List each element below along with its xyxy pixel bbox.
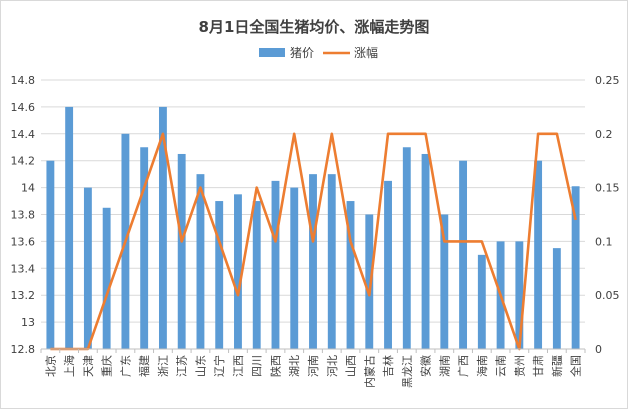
price-bar — [215, 201, 223, 349]
x-tick-label: 全国 — [569, 355, 583, 377]
price-bar — [422, 154, 430, 349]
x-tick-label: 北京 — [43, 355, 57, 377]
price-bar — [328, 174, 336, 349]
price-bar — [272, 181, 280, 349]
x-tick-label: 江西 — [232, 355, 245, 377]
x-tick-label: 湖北 — [288, 355, 301, 377]
x-tick-label: 山东 — [194, 355, 207, 377]
legend-label-change: 涨幅 — [354, 45, 378, 60]
price-bar — [534, 161, 542, 349]
x-tick-label: 天津 — [82, 355, 95, 377]
x-tick-label: 安徽 — [419, 355, 433, 377]
left-tick-label: 13 — [21, 316, 35, 329]
x-tick-label: 贵州 — [513, 355, 526, 377]
x-tick-label: 黑龙江 — [401, 355, 414, 388]
price-bar — [403, 147, 411, 349]
x-tick-label: 河南 — [307, 355, 320, 377]
price-bar — [65, 107, 73, 349]
legend-label-price: 猪价 — [290, 46, 314, 60]
x-tick-label: 浙江 — [157, 355, 170, 377]
chart-title: 8月1日全国生猪均价、涨幅走势图 — [199, 18, 430, 36]
x-tick-label: 河北 — [326, 355, 339, 377]
price-bar — [197, 174, 205, 349]
x-tick-label: 云南 — [495, 355, 508, 377]
x-tick-label: 重庆 — [100, 355, 114, 377]
left-tick-label: 14 — [21, 182, 35, 195]
left-tick-label: 14.4 — [11, 128, 36, 141]
x-tick-label: 陕西 — [268, 355, 282, 377]
left-tick-label: 13.4 — [11, 262, 36, 275]
left-tick-label: 14.2 — [11, 155, 36, 168]
left-tick-label: 13.8 — [11, 209, 36, 222]
price-bar — [103, 208, 111, 349]
price-bars — [46, 107, 579, 349]
x-tick-label: 山西 — [345, 355, 358, 377]
x-tick-label: 辽宁 — [212, 355, 226, 377]
x-tick-label: 福建 — [137, 355, 151, 377]
price-bar — [253, 201, 261, 349]
x-tick-label: 新疆 — [550, 355, 564, 377]
x-axis: 北京上海天津重庆广东福建浙江江苏山东辽宁江西四川陕西湖北河南河北山西内蒙古吉林黑… — [41, 349, 585, 388]
x-tick-label: 上海 — [62, 355, 76, 377]
right-tick-label: 0 — [595, 343, 602, 356]
x-tick-label: 吉林 — [381, 355, 395, 377]
right-tick-label: 0.05 — [595, 289, 620, 302]
legend-swatch-price — [259, 48, 285, 57]
price-bar — [309, 174, 317, 349]
x-tick-label: 四川 — [251, 355, 264, 377]
left-tick-label: 12.8 — [11, 343, 36, 356]
price-bar — [515, 241, 523, 349]
price-bar — [178, 154, 186, 349]
right-tick-label: 0.1 — [595, 235, 613, 248]
left-tick-label: 14.6 — [11, 101, 36, 114]
price-bar — [478, 255, 486, 349]
price-bar — [384, 181, 392, 349]
right-axis: 0 0.05 0.1 0.15 0.2 0.25 — [595, 74, 620, 356]
x-tick-label: 湖南 — [438, 355, 451, 377]
price-bar — [553, 248, 561, 349]
right-tick-label: 0.2 — [595, 128, 613, 141]
left-tick-label: 13.6 — [11, 235, 36, 248]
left-tick-label: 13.2 — [11, 289, 36, 302]
price-bar — [290, 188, 298, 349]
x-tick-label: 海南 — [475, 355, 489, 377]
x-tick-label: 江苏 — [176, 355, 189, 377]
x-tick-label: 甘肃 — [532, 355, 545, 377]
x-tick-label: 广西 — [457, 355, 470, 377]
price-bar — [46, 161, 54, 349]
price-bar — [234, 194, 242, 349]
legend: 猪价 涨幅 — [259, 45, 378, 60]
left-tick-label: 14.8 — [11, 74, 36, 87]
right-tick-label: 0.15 — [595, 182, 620, 195]
right-tick-label: 0.25 — [595, 74, 620, 87]
x-tick-label: 广东 — [119, 355, 132, 377]
price-bar — [459, 161, 467, 349]
price-bar — [84, 188, 92, 349]
left-axis: 12.8 13 13.2 13.4 13.6 13.8 14 14.2 14.4 14.6 14.8 — [11, 74, 36, 356]
x-tick-label: 内蒙古 — [362, 355, 376, 388]
